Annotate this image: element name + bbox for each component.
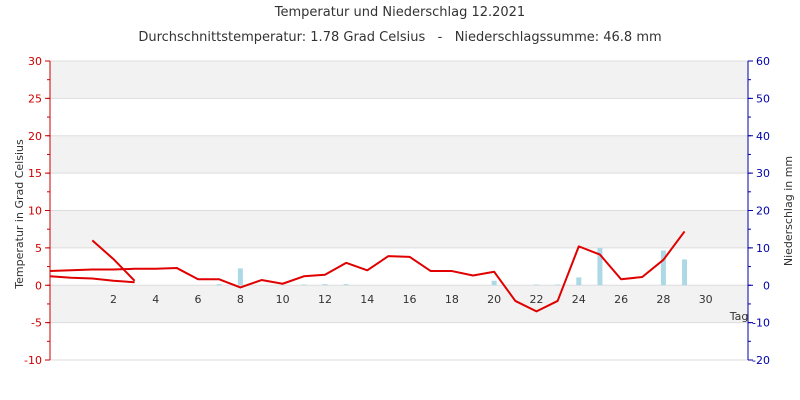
left-tick-label: -10 <box>24 354 42 367</box>
left-tick-label: 0 <box>35 279 42 292</box>
precipitation-bar <box>660 250 666 286</box>
right-tick-label: 0 <box>763 279 770 292</box>
temperature-line <box>91 239 136 282</box>
precipitation-bar <box>343 284 349 286</box>
precipitation-bar <box>576 277 582 286</box>
x-tick-label: 18 <box>445 293 459 306</box>
x-tick-label: 2 <box>110 293 117 306</box>
right-tick-label: 60 <box>756 55 770 68</box>
x-tick-label: 4 <box>152 293 159 306</box>
band <box>50 322 748 360</box>
band <box>50 135 748 174</box>
right-tick-label: 50 <box>756 92 770 105</box>
x-tick-label: 16 <box>403 293 417 306</box>
chart-subtitle: Durchschnittstemperatur: 1.78 Grad Celsi… <box>138 30 661 45</box>
x-tick-label: 12 <box>318 293 332 306</box>
x-tick-label: 24 <box>572 293 586 306</box>
x-tick-label: 28 <box>656 293 670 306</box>
left-tick-label: 25 <box>28 92 42 105</box>
left-tick-label: 10 <box>28 205 42 218</box>
x-tick-label: 6 <box>195 293 202 306</box>
left-tick-label: 15 <box>28 167 42 180</box>
right-tick-label: 30 <box>756 167 770 180</box>
x-tick-label: 10 <box>276 293 290 306</box>
precipitation-bar <box>237 268 243 286</box>
temperature-lines <box>49 230 686 313</box>
band <box>50 61 748 99</box>
left-tick-label: -5 <box>31 317 42 330</box>
chart-title: Temperatur und Niederschlag 12.2021 <box>274 5 525 20</box>
precipitation-bar <box>555 284 561 286</box>
grid-lines <box>50 60 748 361</box>
left-tick-label: 20 <box>28 130 42 143</box>
x-tick-label: 20 <box>487 293 501 306</box>
precipitation-bar <box>597 247 603 286</box>
right-tick-label: 40 <box>756 130 770 143</box>
right-tick-label: 10 <box>756 242 770 255</box>
right-tick-label: 20 <box>756 205 770 218</box>
temperature-line <box>49 230 686 313</box>
left-tick-label: 5 <box>35 242 42 255</box>
temperature-line <box>49 275 135 284</box>
x-tick-label: 26 <box>614 293 628 306</box>
band <box>50 210 748 248</box>
x-tick-label: 22 <box>529 293 543 306</box>
right-tick-label: -10 <box>752 317 770 330</box>
x-tick-label: 30 <box>699 293 713 306</box>
precipitation-bar <box>491 280 497 286</box>
left-tick-label: 30 <box>28 55 42 68</box>
band <box>50 98 748 136</box>
precipitation-bar <box>682 259 688 286</box>
background-bands <box>50 61 748 360</box>
x-tick-label: 8 <box>237 293 244 306</box>
band <box>50 173 748 211</box>
precipitation-bars <box>216 247 688 286</box>
band <box>50 247 748 286</box>
right-axis-label: Niederschlag in mm <box>782 156 795 266</box>
x-tick-label: 14 <box>360 293 374 306</box>
band <box>50 285 748 323</box>
precipitation-bar <box>322 284 328 286</box>
precipitation-bar <box>216 284 222 286</box>
precipitation-bar <box>533 284 539 286</box>
x-axis-label: Tag <box>729 310 749 323</box>
left-axis-label: Temperatur in Grad Celsius <box>13 139 26 290</box>
right-tick-label: -20 <box>752 354 770 367</box>
precipitation-bar <box>301 284 307 286</box>
